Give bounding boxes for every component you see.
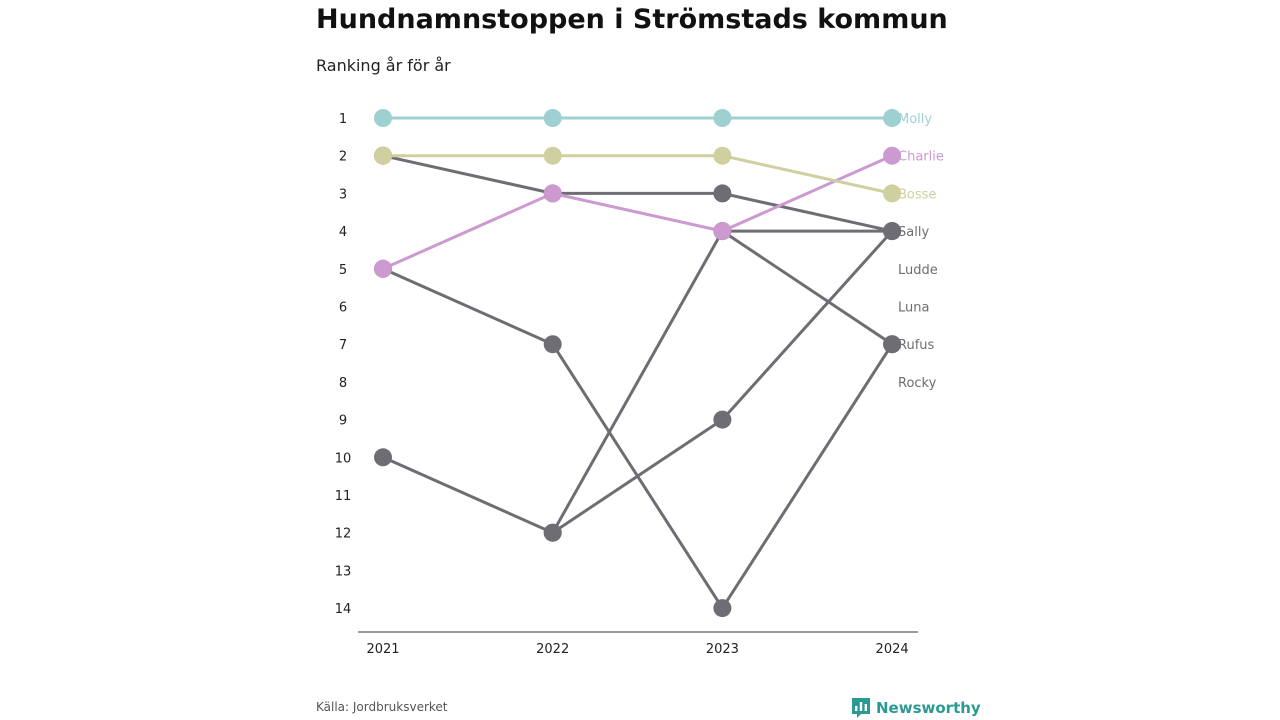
y-tick-label: 8 xyxy=(339,376,347,391)
series-point-charlie xyxy=(713,222,732,241)
series-label-charlie: Charlie xyxy=(898,150,944,165)
series-point-rocky xyxy=(713,599,732,618)
y-tick-label: 10 xyxy=(335,451,352,466)
y-tick-label: 1 xyxy=(339,112,347,127)
series-point-bosse xyxy=(543,146,562,165)
series-point-molly xyxy=(713,109,732,127)
series-line-luna xyxy=(551,230,894,534)
y-tick-label: 14 xyxy=(335,602,352,617)
series-point-charlie xyxy=(374,259,392,278)
series-label-ludde: Ludde xyxy=(898,263,938,278)
y-tick-label: 9 xyxy=(339,414,347,429)
series-line-rocky xyxy=(382,267,894,610)
x-tick-label: 2024 xyxy=(876,642,909,657)
newsworthy-logo-icon xyxy=(852,698,870,718)
series-label-luna: Luna xyxy=(898,301,929,316)
series-line-ludde xyxy=(382,229,893,535)
series-line-bosse xyxy=(383,154,893,195)
series-label-molly: Molly xyxy=(898,112,932,127)
chart-title: Hundnamnstoppen i Strömstads kommun xyxy=(316,4,948,35)
series-point-ludde xyxy=(374,448,392,467)
brand-name: Newsworthy xyxy=(876,699,981,717)
series-point-sally xyxy=(713,184,732,203)
y-tick-label: 2 xyxy=(339,150,347,165)
y-tick-label: 13 xyxy=(335,564,352,579)
y-tick-label: 5 xyxy=(339,263,347,278)
series-label-rocky: Rocky xyxy=(898,376,937,391)
series-point-luna xyxy=(543,523,562,542)
y-tick-label: 4 xyxy=(339,225,347,240)
y-tick-label: 3 xyxy=(339,187,347,202)
series-point-luna xyxy=(713,410,732,429)
x-tick-label: 2023 xyxy=(706,642,739,657)
series-point-molly xyxy=(374,109,392,127)
brand-logo: Newsworthy xyxy=(851,697,981,719)
series-point-bosse xyxy=(713,146,732,165)
chart-subtitle: Ranking år för år xyxy=(316,56,451,75)
series-label-bosse: Bosse xyxy=(898,187,936,202)
x-tick-label: 2022 xyxy=(536,642,569,657)
series-label-sally: Sally xyxy=(898,225,929,240)
series-point-luna xyxy=(883,222,902,241)
series-point-rocky xyxy=(883,335,902,354)
series-point-rocky xyxy=(543,335,562,354)
series-line-sally xyxy=(382,154,893,233)
series-point-bosse xyxy=(883,184,902,203)
series-line-charlie xyxy=(382,154,893,271)
series-point-molly xyxy=(543,109,562,127)
series-point-bosse xyxy=(374,146,392,165)
y-tick-label: 11 xyxy=(335,489,352,504)
series-point-charlie xyxy=(883,146,902,165)
series-label-rufus: Rufus xyxy=(898,338,935,353)
y-tick-label: 6 xyxy=(339,301,347,316)
x-tick-label: 2021 xyxy=(366,642,399,657)
series-point-molly xyxy=(883,109,902,127)
series-line-rufus xyxy=(721,229,893,346)
source-note: Källa: Jordbruksverket xyxy=(316,700,448,714)
y-tick-label: 12 xyxy=(335,527,352,542)
series-point-charlie xyxy=(543,184,562,203)
y-tick-label: 7 xyxy=(339,338,347,353)
